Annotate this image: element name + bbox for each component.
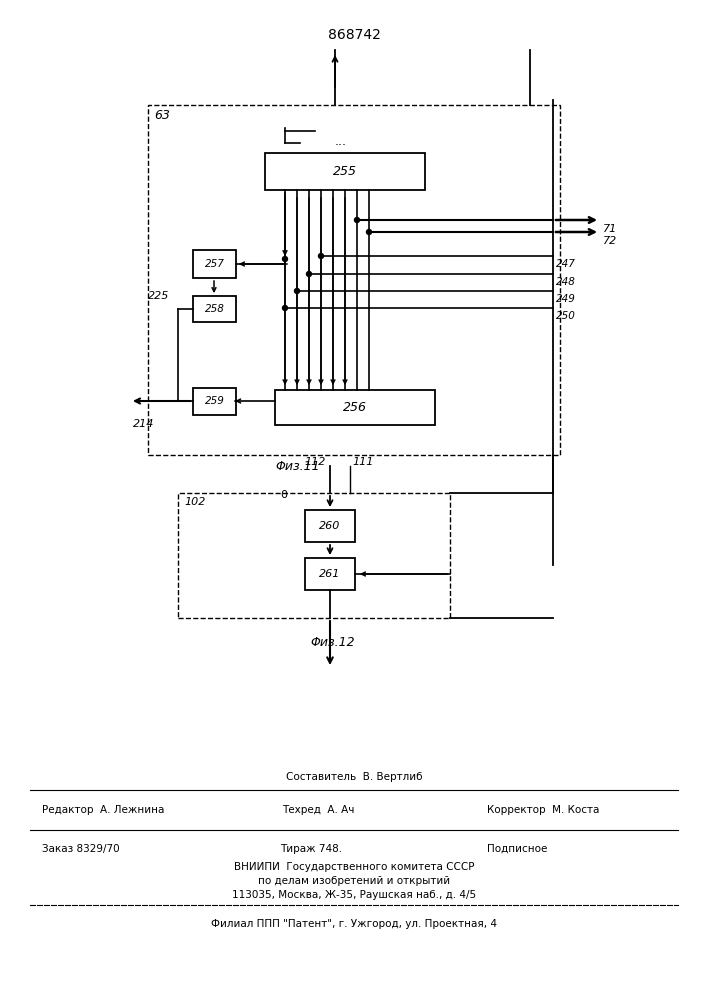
- Bar: [178, 493, 450, 618]
- Text: Составитель  В. Вертлиб: Составитель В. Вертлиб: [286, 772, 422, 782]
- Circle shape: [283, 256, 288, 261]
- Text: 112: 112: [305, 457, 326, 467]
- Circle shape: [366, 230, 371, 234]
- Text: 63: 63: [154, 109, 170, 122]
- Circle shape: [283, 306, 288, 310]
- Text: 102: 102: [184, 497, 205, 507]
- Text: Редактор  А. Лежнина: Редактор А. Лежнина: [42, 805, 164, 815]
- Circle shape: [307, 271, 312, 276]
- Text: Φиз.11: Φиз.11: [275, 460, 320, 473]
- Text: Корректор  М. Коста: Корректор М. Коста: [487, 805, 600, 815]
- Text: ВНИИПИ  Государственного комитета СССР: ВНИИПИ Государственного комитета СССР: [234, 862, 474, 872]
- Text: 113035, Москва, Ж-35, Раушская наб., д. 4/5: 113035, Москва, Ж-35, Раушская наб., д. …: [232, 890, 476, 900]
- Text: Филиал ППП "Патент", г. Ужгород, ул. Проектная, 4: Филиал ППП "Патент", г. Ужгород, ул. Про…: [211, 919, 497, 929]
- Text: 250: 250: [556, 311, 576, 321]
- Bar: [305, 510, 355, 542]
- Text: 256: 256: [343, 401, 367, 414]
- Text: 71: 71: [603, 224, 617, 234]
- Circle shape: [318, 253, 324, 258]
- Bar: [193, 250, 236, 278]
- Text: 249: 249: [556, 294, 576, 304]
- Text: 225: 225: [148, 291, 170, 301]
- Text: 257: 257: [204, 259, 224, 269]
- Bar: [305, 558, 355, 590]
- Text: Тираж 748.: Тираж 748.: [280, 844, 342, 854]
- Text: 214: 214: [133, 419, 154, 429]
- Text: 247: 247: [556, 259, 576, 269]
- Circle shape: [295, 288, 300, 294]
- Text: 72: 72: [603, 236, 617, 246]
- Bar: [265, 153, 425, 190]
- Text: 259: 259: [204, 396, 224, 406]
- Circle shape: [354, 218, 359, 223]
- Text: Φиз.12: Φиз.12: [310, 636, 355, 649]
- Bar: [275, 390, 435, 425]
- Text: 260: 260: [320, 521, 341, 531]
- Text: Подписное: Подписное: [487, 844, 547, 854]
- Text: по делам изобретений и открытий: по делам изобретений и открытий: [258, 876, 450, 886]
- Bar: [193, 296, 236, 322]
- Text: 255: 255: [333, 165, 357, 178]
- Text: Техред  А. Ач: Техред А. Ач: [282, 805, 354, 815]
- Bar: [148, 105, 560, 455]
- Text: 0: 0: [280, 490, 287, 500]
- Text: 868742: 868742: [327, 28, 380, 42]
- Text: 111: 111: [352, 457, 373, 467]
- Text: Заказ 8329/70: Заказ 8329/70: [42, 844, 119, 854]
- Text: 261: 261: [320, 569, 341, 579]
- Bar: [193, 388, 236, 415]
- Text: 258: 258: [204, 304, 224, 314]
- Text: 248: 248: [556, 277, 576, 287]
- Text: ...: ...: [335, 135, 347, 148]
